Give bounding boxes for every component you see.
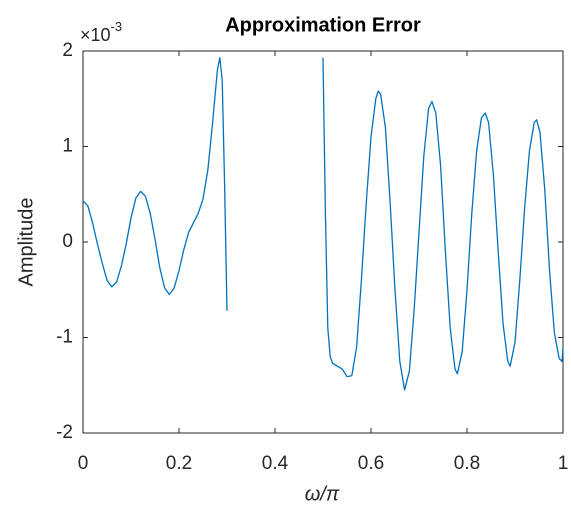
x-tick-label: 0 [78,453,89,474]
multiplier-exponent: -3 [111,19,123,34]
x-tick-label: 1 [558,453,569,474]
x-tick-label: 0.4 [262,453,289,474]
x-tick-label: 0.6 [358,453,384,474]
x-tick-label: 0.2 [166,453,192,474]
y-tick-label: 2 [62,40,73,61]
x-tick-label: 0.8 [454,453,480,474]
y-tick-label: -2 [56,422,73,443]
chart-title: Approximation Error [225,14,421,36]
y-tick-label: -1 [56,327,73,348]
data-line [82,57,564,391]
y-axis-label: Amplitude [15,198,37,287]
x-axis-label: ω/π [305,483,340,505]
y-tick-label: 0 [62,231,73,252]
y-tick-label: 1 [62,136,73,157]
multiplier-base: ×10 [80,25,111,45]
y-multiplier: ×10-3 [80,19,122,44]
